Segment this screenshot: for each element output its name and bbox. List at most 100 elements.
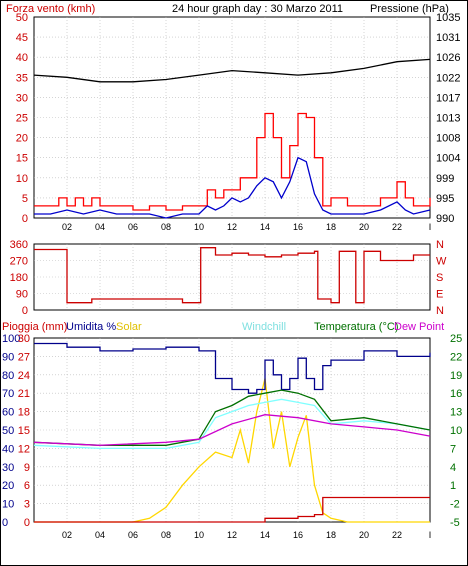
wind-direction-line [34,247,430,304]
climate-x-tick: 16 [293,530,303,540]
pressure-y-tick: 999 [436,173,454,185]
temperature-y-tick: -5 [450,517,460,529]
wind-x-tick: 10 [194,222,204,232]
pressure-y-tick: 1026 [436,52,460,64]
rain-y-tick: 15 [18,425,30,437]
wind-y-tick: 35 [16,72,28,84]
compass-y-tick: N [436,239,444,251]
climate-x-tick: I [429,530,432,540]
wind-x-tick: 14 [260,222,270,232]
rain-y-tick: 0 [24,517,30,529]
pressure-axis-title: Pressione (hPa) [370,3,449,15]
wind-x-tick: 02 [62,222,72,232]
rain-y-tick: 6 [24,480,30,492]
humidity-y-tick: 40 [2,443,14,455]
climate-legend-label: Umidita % [66,321,116,333]
humidity-y-tick: 60 [2,407,14,419]
climate-legend-label: Dew Point [394,321,444,333]
rain-line [34,496,430,523]
wind-y-tick: 30 [16,92,28,104]
pressure-y-tick: 1031 [436,32,460,44]
wind-x-tick: 22 [392,222,402,232]
windchill-line [33,398,431,450]
wind-y-tick: 45 [16,32,28,44]
climate-legend-label: Pioggia (mm) [2,321,67,333]
pressure-y-tick: 1022 [436,72,460,84]
humidity-y-tick: 10 [2,499,14,511]
climate-x-tick: 02 [62,530,72,540]
temperature-y-tick: 7 [450,443,456,455]
wind-y-tick: 0 [22,213,28,225]
pressure-y-tick: 995 [436,193,454,205]
temperature-y-tick: 1 [450,480,456,492]
climate-x-tick: 20 [359,530,369,540]
wind-chart-title: 24 hour graph day : 30 Marzo 2011 [172,3,343,15]
compass-y-tick: W [436,256,447,268]
pressure-y-tick: 1035 [436,12,460,24]
wind-y-tick: 5 [22,193,28,205]
wind-gust-line [34,156,431,219]
humidity-y-tick: 80 [2,370,14,382]
direction-y-tick: 180 [10,272,28,284]
dewpoint-line [33,414,431,446]
climate-legend-label: Solar [116,321,142,333]
temperature-y-tick: 22 [450,351,462,363]
rain-y-tick: 12 [18,443,30,455]
climate-x-tick: 06 [128,530,138,540]
wind-y-tick: 15 [16,153,28,165]
rain-y-tick: 9 [24,462,30,474]
humidity-y-tick: 70 [2,388,14,400]
wind-x-tick: 12 [227,222,237,232]
rain-y-tick: 27 [18,351,30,363]
wind-x-tick: 04 [95,222,105,232]
climate-x-tick: 18 [326,530,336,540]
wind-speed-axis-title: Forza vento (kmh) [6,3,95,15]
wind-x-tick: 18 [326,222,336,232]
rain-y-tick: 18 [18,407,30,419]
rain-y-tick: 30 [18,333,30,345]
wind-x-tick: 16 [293,222,303,232]
climate-x-tick: 14 [260,530,270,540]
direction-y-tick: 270 [10,256,28,268]
humidity-line [34,342,431,394]
temperature-line [33,389,431,446]
humidity-y-tick: 90 [2,351,14,363]
humidity-y-tick: 50 [2,425,14,437]
wind-x-tick: I [429,222,432,232]
pressure-y-tick: 1017 [436,92,460,104]
direction-y-tick: 0 [22,305,28,317]
compass-y-tick: N [436,305,444,317]
temperature-y-tick: 19 [450,370,462,382]
wind-y-tick: 50 [16,12,28,24]
temperature-y-tick: 16 [450,388,462,400]
pressure-y-tick: 1004 [436,153,460,165]
wind-y-tick: 20 [16,133,28,145]
compass-y-tick: E [436,289,443,301]
rain-y-tick: 21 [18,388,30,400]
temperature-y-tick: -2 [450,499,460,511]
climate-legend-label: Windchill [242,321,286,333]
temperature-y-tick: 4 [450,462,456,474]
rain-y-tick: 24 [18,370,30,382]
wind-x-tick: 06 [128,222,138,232]
wind-y-tick: 25 [16,113,28,125]
climate-x-tick: 10 [194,530,204,540]
climate-legend-label: Temperatura (°C) [314,321,398,333]
direction-y-tick: 90 [16,289,28,301]
humidity-y-tick: 0 [2,517,8,529]
solar-line [34,378,430,523]
climate-x-tick: 22 [392,530,402,540]
temperature-y-tick: 25 [450,333,462,345]
humidity-y-tick: 100 [2,333,20,345]
climate-x-tick: 12 [227,530,237,540]
pressure-y-tick: 1008 [436,133,460,145]
climate-x-tick: 04 [95,530,105,540]
temperature-y-tick: 10 [450,425,462,437]
wind-x-tick: 08 [161,222,171,232]
temperature-y-tick: 13 [450,407,462,419]
humidity-y-tick: 20 [2,480,14,492]
pressure-y-tick: 990 [436,213,454,225]
pressure-line [33,58,431,83]
